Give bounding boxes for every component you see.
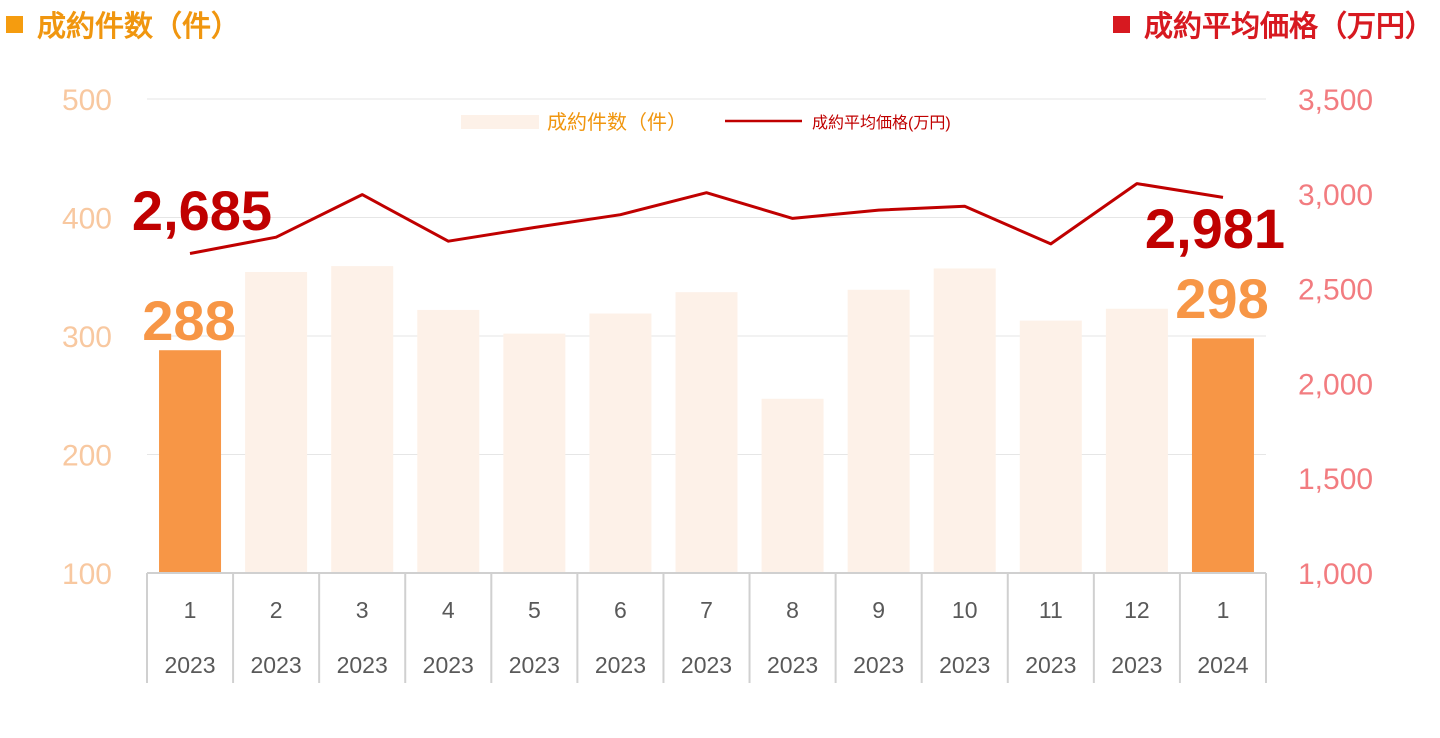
right-y-tick-label: 2,500 (1298, 274, 1373, 307)
x-tick-year: 2023 (164, 652, 215, 678)
callouts: 2,685 2,981 288 298 (132, 179, 1285, 352)
x-tick-year: 2023 (595, 652, 646, 678)
axes (146, 572, 1267, 683)
line-series (189, 182, 1224, 255)
bar (159, 350, 222, 573)
x-tick-month: 12 (1124, 597, 1150, 623)
bar (245, 272, 308, 573)
right-y-tick-label: 3,500 (1298, 84, 1373, 117)
x-tick-month: 7 (700, 597, 713, 623)
x-tick-year: 2023 (939, 652, 990, 678)
x-tick-month: 11 (1039, 597, 1063, 623)
left-axis-title-text: 成約件数（件） (37, 9, 241, 43)
x-tick-year: 2023 (423, 652, 474, 678)
bar (1019, 320, 1082, 573)
bar (933, 268, 996, 573)
legend-bar-label: 成約件数（件） (547, 111, 687, 134)
x-tick-month: 1 (1217, 597, 1230, 623)
x-tick-year: 2023 (509, 652, 560, 678)
left-axis-title: 成約件数（件） (6, 2, 240, 46)
right-axis-title: 成約平均価格（万円） (1112, 2, 1434, 46)
x-tick-year: 2023 (337, 652, 388, 678)
right-y-tick-label: 3,000 (1298, 179, 1373, 212)
x-axis-labels: 1 2023 2 2023 3 2023 4 2023 5 2023 6 2023 7 2023 8 2023… (164, 597, 1248, 678)
x-tick-year: 2023 (251, 652, 302, 678)
bar (503, 333, 566, 573)
right-y-tick-label: 2,000 (1298, 368, 1373, 401)
right-axis-title-text: 成約平均価格（万円） (1143, 9, 1434, 43)
x-tick-year: 2023 (1111, 652, 1162, 678)
bar (761, 398, 824, 573)
left-y-tick-label: 100 (62, 558, 112, 591)
x-tick-year: 2023 (1025, 652, 1076, 678)
bar-series (159, 266, 1254, 573)
orange-square-icon (6, 15, 23, 33)
x-tick-month: 9 (872, 597, 885, 623)
callout-first-count: 288 (142, 289, 235, 352)
bar (1191, 338, 1254, 573)
right-y-tick-label: 1,000 (1298, 558, 1373, 591)
bar (675, 292, 738, 573)
legend-line-label: 成約平均価格(万円) (812, 114, 951, 132)
callout-first-price: 2,685 (132, 179, 272, 242)
left-y-axis: 100 200 300 400 500 (62, 84, 112, 591)
x-tick-month: 1 (184, 597, 197, 623)
bar (1105, 308, 1168, 573)
bar (331, 266, 394, 573)
red-square-icon (1112, 15, 1130, 33)
x-tick-month: 10 (952, 597, 978, 623)
bar (847, 289, 910, 573)
legend: 成約件数（件） 成約平均価格(万円) (461, 111, 951, 134)
left-y-tick-label: 400 (62, 203, 112, 236)
x-tick-month: 6 (614, 597, 627, 623)
bar (589, 313, 652, 573)
x-tick-month: 3 (356, 597, 369, 623)
legend-bar-swatch (461, 115, 539, 129)
x-tick-year: 2023 (853, 652, 904, 678)
x-tick-month: 8 (786, 597, 799, 623)
x-tick-year: 2023 (681, 652, 732, 678)
price-line (189, 182, 1224, 255)
bar (417, 309, 480, 573)
x-tick-month: 4 (442, 597, 455, 623)
x-tick-year: 2024 (1197, 652, 1248, 678)
callout-last-count: 298 (1175, 267, 1268, 330)
right-y-tick-label: 1,500 (1298, 463, 1373, 496)
left-y-tick-label: 300 (62, 321, 112, 354)
x-tick-year: 2023 (767, 652, 818, 678)
x-tick-month: 5 (528, 597, 541, 623)
left-y-tick-label: 500 (62, 84, 112, 117)
x-tick-month: 2 (270, 597, 283, 623)
right-y-axis: 1,000 1,500 2,000 2,500 3,000 3,500 (1298, 84, 1373, 591)
left-y-tick-label: 200 (62, 440, 112, 473)
callout-last-price: 2,981 (1145, 197, 1285, 260)
